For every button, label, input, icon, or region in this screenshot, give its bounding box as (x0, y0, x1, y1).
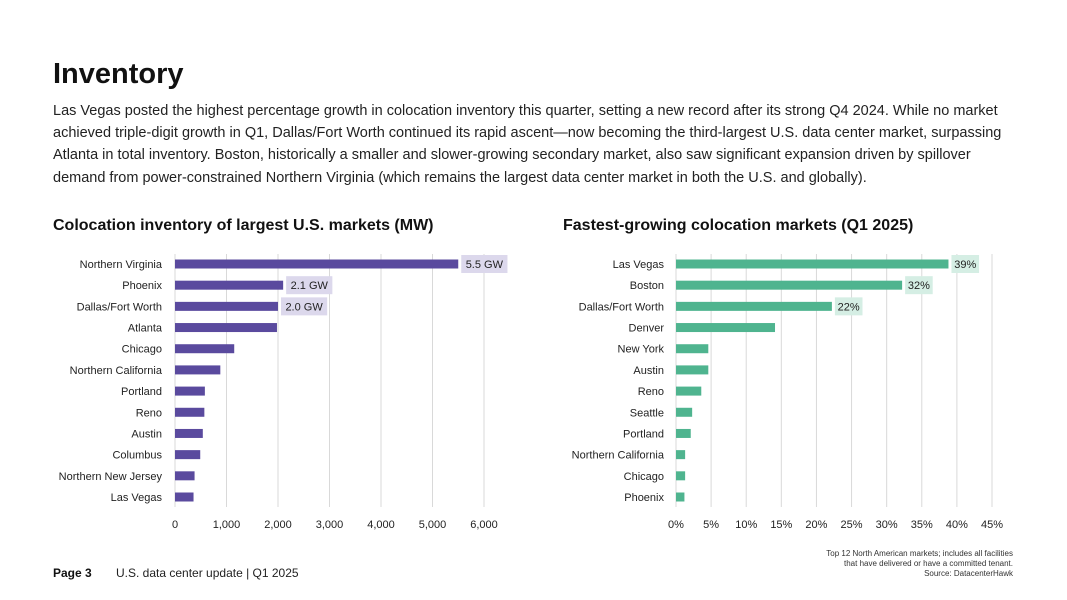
footer-note-line-1: Top 12 North American markets; includes … (826, 549, 1013, 558)
category-label: Northern California (572, 450, 665, 462)
x-tick-label: 6,000 (470, 519, 498, 531)
x-tick-label: 40% (946, 519, 968, 531)
bar (175, 428, 203, 438)
category-label: Chicago (624, 471, 664, 483)
category-label: Northern Virginia (80, 259, 163, 271)
bar (676, 492, 685, 502)
bar (676, 407, 693, 417)
inventory-chart: 0 1,000 2,000 3,000 4,000 5,000 6,000 Northern … (59, 254, 508, 531)
bar (175, 407, 205, 417)
data-label: 22% (838, 301, 860, 313)
data-label: 32% (908, 280, 930, 292)
bar (676, 301, 832, 311)
page-title: Inventory (53, 58, 184, 90)
x-tick-label: 30% (876, 519, 898, 531)
bar (175, 344, 235, 354)
category-label: New York (618, 344, 665, 356)
category-label: Dallas/Fort Worth (579, 301, 664, 313)
data-label: 2.0 GW (285, 301, 323, 313)
bar (676, 365, 709, 375)
bar (676, 450, 686, 460)
x-tick-label: 5,000 (419, 519, 447, 531)
x-tick-label: 0% (668, 519, 684, 531)
category-label: Austin (633, 365, 664, 377)
category-label: Reno (638, 386, 664, 398)
data-label-box (286, 276, 333, 295)
bar (175, 301, 278, 311)
x-tick-label: 20% (805, 519, 827, 531)
bar (676, 428, 691, 438)
category-label: Denver (629, 323, 665, 335)
category-label: Las Vegas (111, 492, 163, 504)
bar (175, 471, 195, 481)
bar (676, 386, 702, 396)
category-label: Boston (630, 280, 664, 292)
x-tick-label: 4,000 (367, 519, 395, 531)
bar (175, 386, 205, 396)
category-label: Reno (136, 407, 162, 419)
x-tick-label: 5% (703, 519, 719, 531)
category-label: Seattle (630, 407, 664, 419)
x-tick-label: 3,000 (316, 519, 344, 531)
x-tick-label: 2,000 (264, 519, 292, 531)
category-label: Chicago (122, 344, 162, 356)
category-label: Dallas/Fort Worth (77, 301, 162, 313)
bar (676, 344, 709, 354)
category-label: Phoenix (624, 492, 664, 504)
data-label: 2.1 GW (291, 280, 329, 292)
bar (175, 323, 277, 333)
data-label: 39% (954, 259, 976, 271)
x-tick-label: 0 (172, 519, 178, 531)
growth-chart-title: Fastest-growing colocation markets (Q1 2… (563, 217, 914, 234)
category-label: Columbus (112, 450, 162, 462)
data-label-box (461, 255, 508, 273)
footer-source-note: Top 12 North American markets; includes … (763, 549, 1013, 579)
bar (175, 492, 194, 502)
x-tick-label: 1,000 (213, 519, 241, 531)
footer-source: Source: DatacenterHawk (924, 569, 1013, 578)
bar (676, 323, 776, 333)
category-label: Austin (131, 428, 162, 440)
data-label: 5.5 GW (466, 259, 504, 271)
category-label: Phoenix (122, 280, 162, 292)
bar (175, 365, 221, 375)
data-label-box (951, 255, 980, 273)
bar (676, 471, 686, 481)
category-label: Atlanta (128, 323, 163, 335)
data-label-box (834, 297, 863, 316)
bar (175, 450, 201, 460)
x-tick-label: 25% (841, 519, 863, 531)
data-label-box (281, 297, 328, 316)
category-label: Portland (623, 428, 664, 440)
intro-paragraph: Las Vegas posted the highest percentage … (53, 103, 1002, 186)
category-label: Northern New Jersey (59, 471, 163, 483)
footer-note-line-2: that have delivered or have a committed … (844, 559, 1013, 568)
bar (676, 280, 903, 290)
x-tick-label: 45% (981, 519, 1003, 531)
category-label: Northern California (70, 365, 163, 377)
category-label: Las Vegas (613, 259, 665, 271)
x-tick-label: 35% (911, 519, 933, 531)
x-tick-label: 15% (770, 519, 792, 531)
bar (676, 259, 949, 269)
footer-page-number: Page 3 (53, 566, 92, 580)
inventory-chart-title: Colocation inventory of largest U.S. mar… (53, 217, 434, 234)
category-label: Portland (121, 386, 162, 398)
footer-report-title: U.S. data center update | Q1 2025 (116, 566, 299, 580)
data-label-box (905, 276, 933, 295)
bar (175, 280, 284, 290)
bar (175, 259, 459, 269)
x-tick-label: 10% (735, 519, 757, 531)
growth-chart: 0% 5% 10% 15% 20% 25% 30% 35% 40% 45% Las Vegas 39%… (572, 254, 1003, 531)
